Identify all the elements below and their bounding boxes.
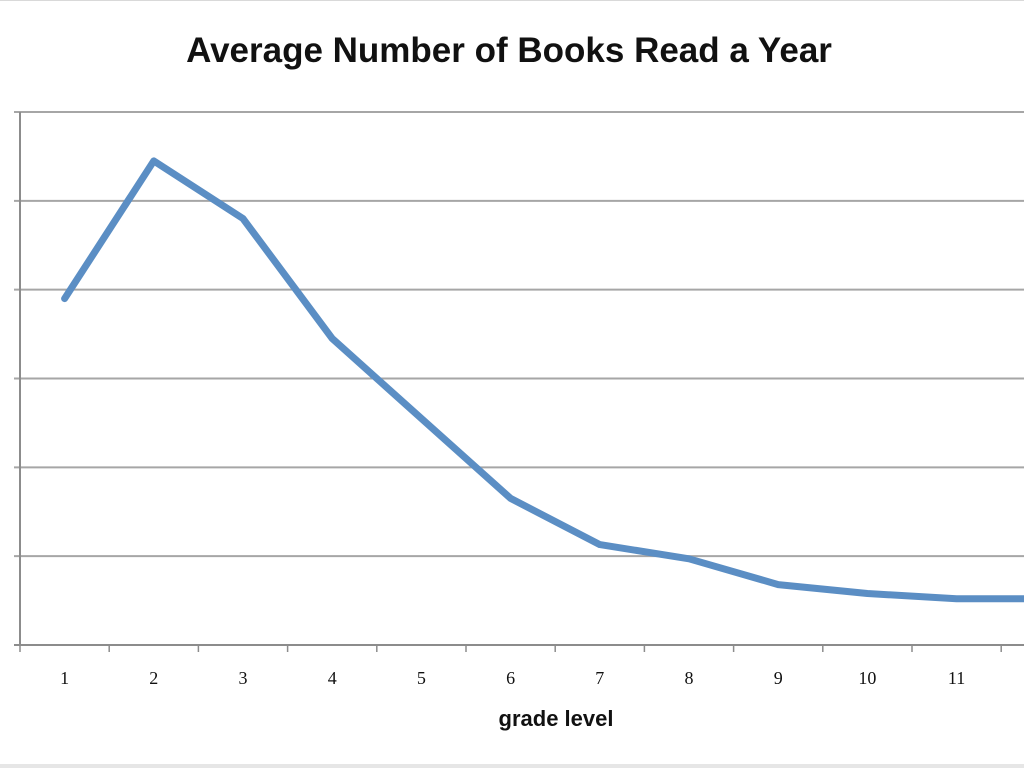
x-tick-label-5: 5 [417, 668, 426, 688]
data-point-grade-1 [64, 298, 66, 300]
x-tick-label-7: 7 [595, 668, 604, 688]
data-point-grade-2 [153, 160, 155, 162]
x-tick-label-2: 2 [149, 668, 158, 688]
x-tick-label-6: 6 [506, 668, 515, 688]
x-tick-label-1: 1 [60, 668, 69, 688]
x-tick-label-10: 10 [858, 668, 876, 688]
x-tick-label-8: 8 [685, 668, 694, 688]
x-tick-label-4: 4 [328, 668, 337, 688]
data-point-grade-9 [777, 584, 779, 586]
data-point-grade-7 [599, 544, 601, 546]
x-tick-label-3: 3 [239, 668, 248, 688]
series-line-0 [61, 157, 1024, 603]
data-point-grade-4 [331, 338, 333, 340]
data-point-grade-3 [242, 218, 244, 220]
chart-title: Average Number of Books Read a Year [186, 31, 832, 70]
x-axis-title: grade level [498, 706, 614, 731]
data-point-grade-6 [510, 497, 512, 499]
data-point-grade-11 [956, 598, 958, 600]
x-tick-label-9: 9 [774, 668, 783, 688]
x-tick-label-11: 11 [948, 668, 965, 688]
data-point-grade-8 [688, 558, 690, 560]
grid-lines [14, 111, 1024, 558]
data-point-grade-5 [420, 417, 422, 419]
series-layer [61, 157, 1024, 603]
data-point-grade-10 [866, 592, 868, 594]
x-tick-labels: 1 2 3 4 5 6 7 8 9 10 11 [60, 668, 965, 688]
axes [14, 112, 1024, 652]
